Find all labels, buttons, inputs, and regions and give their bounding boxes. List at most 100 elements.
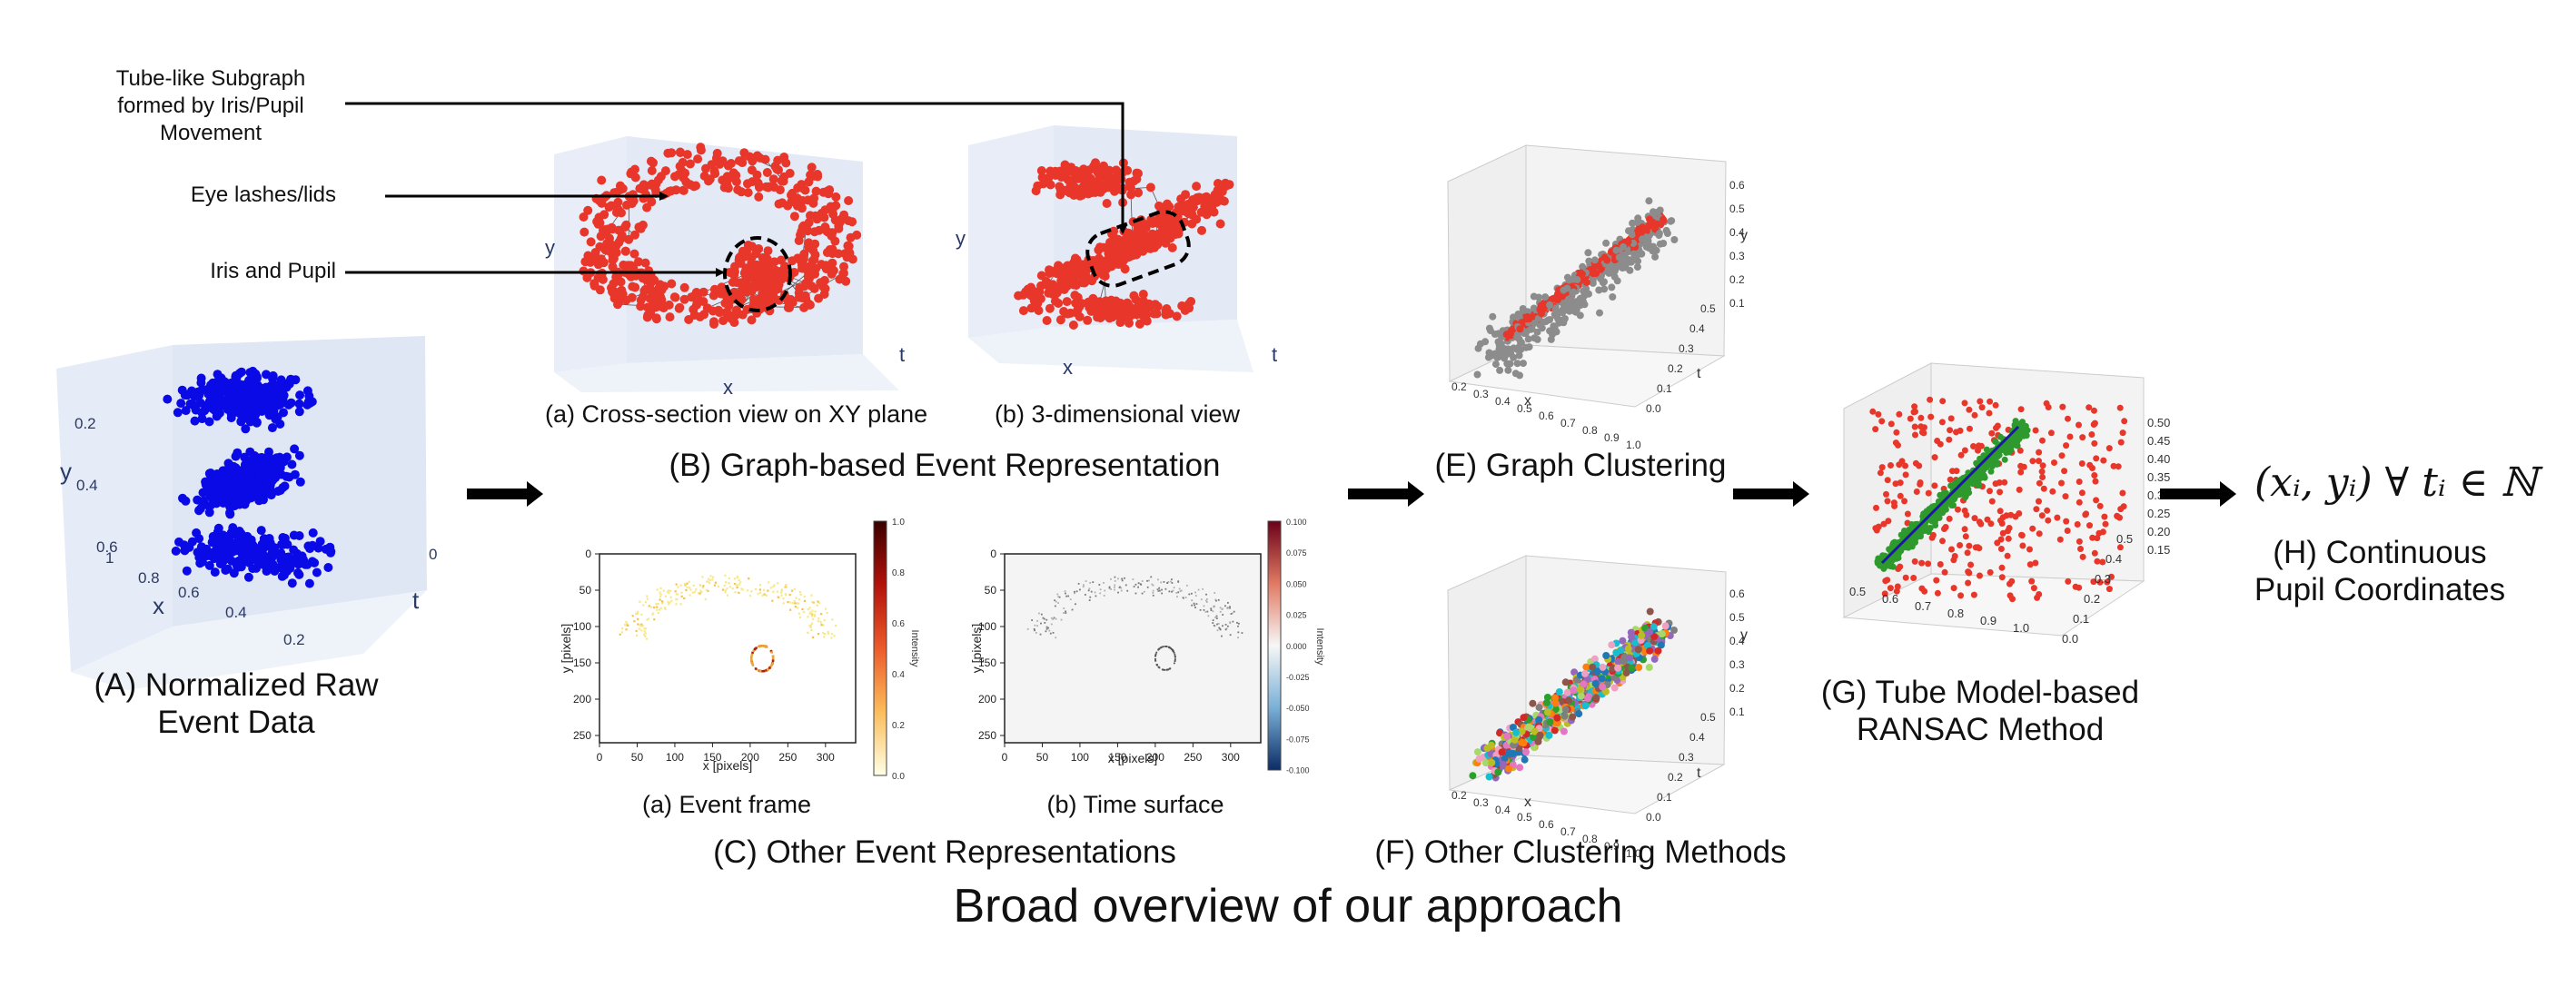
event-pixel (817, 600, 818, 602)
surface-pixel (1188, 594, 1190, 596)
graph-node (1146, 183, 1155, 192)
graph-node (622, 201, 631, 210)
event-pixel (661, 602, 663, 604)
data-point (1486, 774, 1493, 781)
surface-pixel (1065, 610, 1066, 612)
data-point (183, 390, 192, 400)
data-point (2106, 445, 2113, 451)
event-pixel (643, 634, 645, 636)
data-point (268, 423, 277, 432)
surface-pixel (1207, 615, 1209, 617)
data-point (2044, 508, 2050, 514)
data-point (2059, 452, 2066, 459)
data-point (2092, 420, 2098, 427)
data-point (1634, 263, 1641, 271)
tick-label: 0.0 (1646, 811, 1661, 824)
data-point (1939, 419, 1946, 425)
data-point (2006, 525, 2013, 531)
graph-node (1014, 291, 1023, 301)
graph-node (1120, 235, 1129, 244)
surface-pixel (1092, 581, 1094, 583)
graph-node (1095, 304, 1105, 313)
axis-label: t (1697, 366, 1701, 381)
graph-node (630, 231, 639, 240)
data-point (1522, 344, 1530, 351)
tick-label: 1.0 (892, 518, 905, 528)
graph-node (1037, 271, 1046, 281)
surface-pixel (1050, 633, 1052, 635)
surface-pixel (1215, 600, 1217, 602)
data-point (207, 396, 216, 405)
event-pixel (625, 624, 627, 626)
surface-pixel (1065, 593, 1066, 595)
data-point (1608, 283, 1615, 291)
axis-label: y (1740, 627, 1748, 643)
data-point (1655, 647, 1662, 655)
data-point (1531, 305, 1538, 312)
graph-node (670, 172, 679, 181)
data-point (258, 539, 267, 548)
data-point (217, 495, 226, 504)
data-point (2091, 440, 2097, 447)
surface-pixel (1074, 591, 1075, 593)
data-point (2017, 469, 2024, 476)
graph-node (1150, 233, 1159, 242)
graph-node (599, 225, 609, 234)
data-point (217, 470, 226, 479)
data-point (1584, 695, 1591, 702)
data-point (1913, 460, 1919, 467)
graph-node (1025, 288, 1034, 297)
tick-label: 0.3 (1729, 658, 1745, 671)
surface-pixel (1055, 601, 1057, 603)
surface-pixel (1114, 584, 1115, 586)
event-pixel (807, 608, 809, 610)
data-point (2005, 553, 2011, 559)
data-point (1573, 276, 1580, 283)
data-point (1896, 411, 1902, 418)
tick-label: 0.5 (1700, 302, 1716, 315)
data-point (1501, 755, 1509, 762)
event-pixel (835, 625, 837, 627)
graph-node (764, 246, 773, 255)
tick-label: 0.3 (1473, 388, 1489, 400)
surface-pixel (1103, 582, 1105, 584)
surface-pixel (1089, 599, 1091, 601)
axis-label: t (1272, 343, 1277, 366)
graph-node (650, 182, 659, 191)
event-pixel (814, 614, 816, 616)
tick-label: 250 (573, 729, 591, 742)
surface-pixel (1063, 612, 1065, 614)
data-point (248, 456, 257, 465)
graph-node (803, 262, 812, 271)
surface-pixel (1135, 593, 1137, 595)
surface-pixel (1194, 605, 1195, 607)
tick-label: 50 (631, 751, 644, 764)
graph-node (590, 279, 599, 288)
data-point (2051, 459, 2057, 466)
graph-node (1177, 206, 1186, 215)
tick-label: 0.050 (1286, 579, 1307, 588)
event-pixel (738, 583, 740, 585)
data-point (1879, 464, 1886, 470)
graph-node (809, 255, 818, 264)
graph-node (723, 309, 732, 318)
data-point (1582, 664, 1590, 671)
surface-pixel (1104, 590, 1105, 592)
event-pixel (768, 666, 771, 669)
graph-node (1091, 158, 1100, 167)
data-point (1582, 702, 1590, 709)
data-point (1887, 585, 1894, 591)
data-point (1560, 319, 1567, 326)
panel-f-plot: 0.20.30.40.50.60.70.80.91.00.00.10.20.30… (1448, 556, 1748, 860)
graph-node (597, 176, 606, 185)
graph-node (671, 293, 680, 302)
tick-label: 0.7 (1560, 417, 1576, 429)
data-point (1551, 324, 1559, 331)
data-point (198, 501, 207, 510)
data-point (1521, 756, 1529, 764)
event-pixel (799, 617, 801, 618)
tick-label: 0.8 (138, 569, 160, 587)
data-point (1897, 564, 1903, 570)
event-pixel (770, 651, 773, 654)
graph-node (1206, 206, 1215, 215)
